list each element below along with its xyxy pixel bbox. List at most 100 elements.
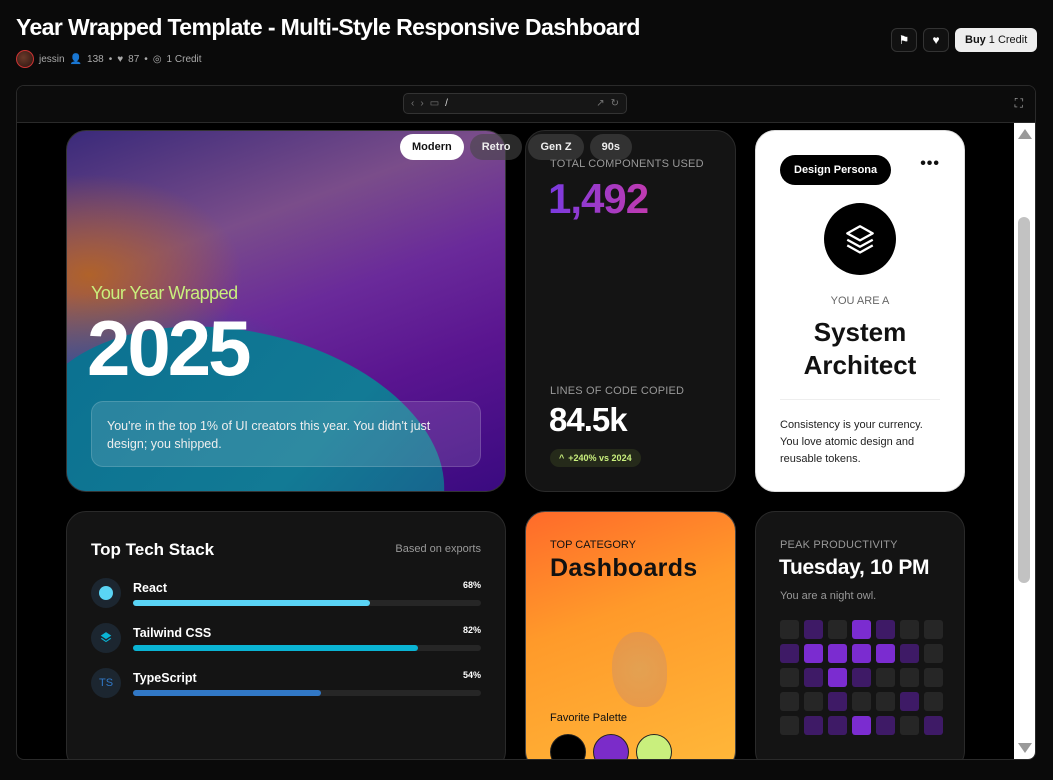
heatmap-cell xyxy=(852,716,871,735)
persona-tag: Design Persona xyxy=(780,155,892,185)
credit-icon: ◎ xyxy=(152,53,162,65)
tech-item: React 68% xyxy=(91,578,481,618)
url-path[interactable]: / xyxy=(445,98,448,109)
tech-progress xyxy=(133,645,481,651)
tech-item: TS TypeScript 54% xyxy=(91,668,481,708)
divider xyxy=(780,399,940,400)
style-switcher: Modern Retro Gen Z 90s xyxy=(400,134,632,160)
heatmap-cell xyxy=(900,644,919,663)
hero-message: You're in the top 1% of UI creators this… xyxy=(91,401,481,467)
tech-name: TypeScript xyxy=(133,671,197,685)
heatmap-cell xyxy=(900,668,919,687)
heatmap-cell xyxy=(924,692,943,711)
tech-percent: 68% xyxy=(462,580,481,590)
typescript-icon: TS xyxy=(91,668,121,698)
flag-icon: ⚑ xyxy=(898,33,910,47)
style-genz[interactable]: Gen Z xyxy=(528,134,584,160)
page-title: Year Wrapped Template - Multi-Style Resp… xyxy=(16,14,640,40)
scroll-up-icon[interactable] xyxy=(1018,129,1032,139)
meta-row: jessin 👤 138 • ♥ 87 • ◎ 1 Credit xyxy=(16,50,202,68)
heatmap-cell xyxy=(828,620,847,639)
hero-year: 2025 xyxy=(87,304,252,392)
heatmap-cell xyxy=(900,716,919,735)
refresh-icon[interactable]: ↻ xyxy=(610,98,619,109)
flag-button[interactable]: ⚑ xyxy=(891,28,917,52)
tech-progress-fill xyxy=(133,690,321,696)
back-icon[interactable]: ‹ xyxy=(411,98,415,109)
change-badge: ^ +240% vs 2024 xyxy=(550,449,641,467)
scrollbar-thumb[interactable] xyxy=(1018,217,1030,583)
tech-progress-fill xyxy=(133,600,370,606)
heatmap-cell xyxy=(780,620,799,639)
avatar[interactable] xyxy=(16,50,34,68)
forward-icon[interactable]: › xyxy=(420,98,424,109)
palette-swatch xyxy=(550,734,586,759)
heatmap-cell xyxy=(804,716,823,735)
like-button[interactable]: ♥ xyxy=(923,28,949,52)
tech-name: Tailwind CSS xyxy=(133,626,212,640)
tech-item: Tailwind CSS 82% xyxy=(91,623,481,663)
fingerprint-graphic xyxy=(612,632,667,707)
style-90s[interactable]: 90s xyxy=(589,134,632,160)
heart-icon: ♥ xyxy=(932,33,940,47)
heatmap-cell xyxy=(876,620,895,639)
layers-icon xyxy=(824,203,896,275)
heatmap-cell xyxy=(924,716,943,735)
heatmap-cell xyxy=(804,644,823,663)
activity-heatmap xyxy=(780,620,943,735)
tailwind-icon xyxy=(91,623,121,653)
heatmap-cell xyxy=(876,716,895,735)
fullscreen-icon[interactable]: ⛶ xyxy=(1014,96,1023,110)
buy-button[interactable]: Buy 1 Credit xyxy=(955,28,1038,52)
hero-card: Your Year Wrapped 2025 You're in the top… xyxy=(66,130,506,492)
credit-count: 1 Credit xyxy=(166,53,202,65)
heatmap-cell xyxy=(924,644,943,663)
you-are-label: YOU ARE A xyxy=(830,295,890,307)
hero-subtitle: Your Year Wrapped xyxy=(91,283,238,303)
components-value: 1,492 xyxy=(548,175,649,222)
more-icon[interactable]: ••• xyxy=(920,155,940,172)
users-count: 138 xyxy=(87,53,104,65)
preview-frame: ‹ › ▭ / ↗ ↻ ⛶ Modern Retro Gen Z 90s You… xyxy=(16,85,1036,760)
scroll-down-icon[interactable] xyxy=(1018,743,1032,753)
category-label: TOP CATEGORY xyxy=(550,539,636,551)
style-retro[interactable]: Retro xyxy=(469,134,523,160)
heatmap-cell xyxy=(900,692,919,711)
likes-count: 87 xyxy=(128,53,140,65)
heatmap-cell xyxy=(804,620,823,639)
heatmap-cell xyxy=(852,620,871,639)
heatmap-cell xyxy=(876,644,895,663)
persona-name: System Architect xyxy=(803,317,917,380)
open-external-icon[interactable]: ↗ xyxy=(596,98,605,109)
heatmap-cell xyxy=(852,644,871,663)
author-name[interactable]: jessin xyxy=(39,53,65,65)
tech-progress xyxy=(133,690,481,696)
arrow-up-icon: ^ xyxy=(559,453,565,463)
tech-note: Based on exports xyxy=(395,543,481,555)
style-modern[interactable]: Modern xyxy=(400,134,464,160)
heatmap-cell xyxy=(780,716,799,735)
heatmap-cell xyxy=(876,668,895,687)
heatmap-cell xyxy=(828,644,847,663)
heart-icon: ♥ xyxy=(117,53,124,65)
scrollbar[interactable] xyxy=(1014,123,1035,759)
tech-percent: 54% xyxy=(462,670,481,680)
heatmap-cell xyxy=(780,692,799,711)
tech-progress-fill xyxy=(133,645,419,651)
heatmap-cell xyxy=(876,692,895,711)
category-value: Dashboards xyxy=(550,554,698,582)
heatmap-cell xyxy=(924,620,943,639)
heatmap-cell xyxy=(900,620,919,639)
desktop-icon[interactable]: ▭ xyxy=(429,98,440,109)
persona-card: Design Persona ••• YOU ARE A System Archi… xyxy=(755,130,965,492)
palette-swatch xyxy=(593,734,629,759)
tech-title: Top Tech Stack xyxy=(91,540,215,559)
react-icon xyxy=(91,578,121,608)
peak-value: Tuesday, 10 PM xyxy=(779,556,930,579)
heatmap-cell xyxy=(780,668,799,687)
peak-label: PEAK PRODUCTIVITY xyxy=(780,539,898,551)
heatmap-cell xyxy=(852,692,871,711)
url-bar[interactable]: ‹ › ▭ / ↗ ↻ xyxy=(403,93,627,114)
users-icon: 👤 xyxy=(69,53,83,65)
peak-card: PEAK PRODUCTIVITY Tuesday, 10 PM You are… xyxy=(755,511,965,759)
